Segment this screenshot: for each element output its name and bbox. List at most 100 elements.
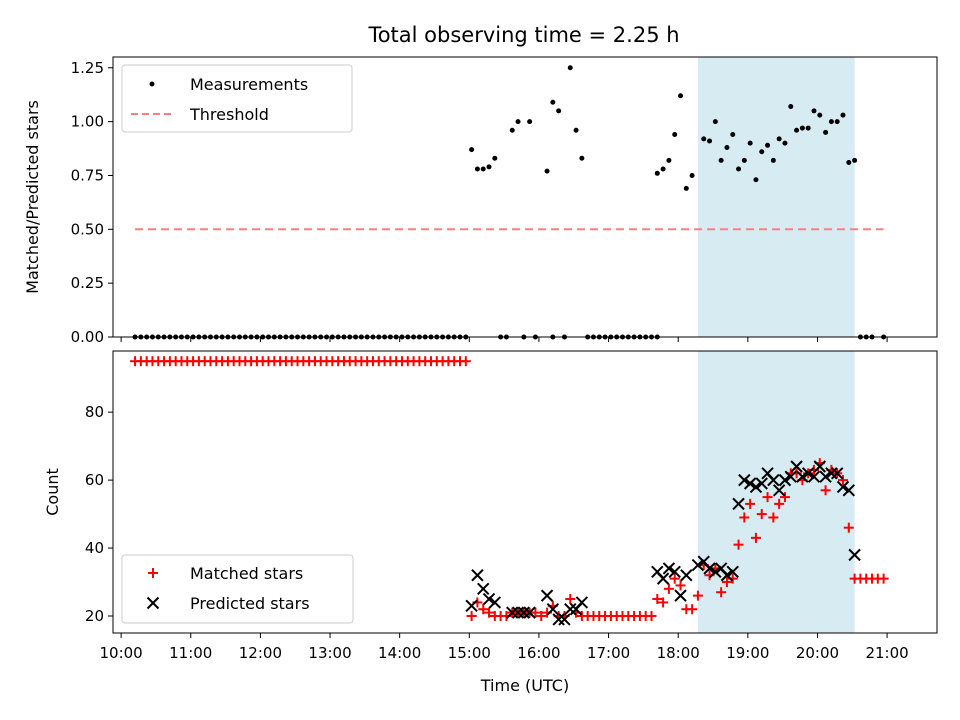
- measurement-point: [654, 170, 660, 176]
- legend-x-glyph: [146, 596, 160, 610]
- bottom-y-tick-label: 20: [85, 607, 104, 625]
- predicted-star-point: [511, 606, 525, 619]
- legend-predicted-marker: [146, 596, 160, 610]
- matched-star-point: [536, 611, 547, 622]
- measurement-point: [509, 127, 515, 133]
- measurement-point: [550, 99, 556, 105]
- predicted-star-point: [830, 467, 844, 480]
- matched-star-point: [739, 512, 750, 523]
- measurement-point: [567, 65, 573, 71]
- predicted-star-point: [517, 606, 531, 619]
- top-panel: 0.00 0.25 0.50 0.75 1.00 1.25 Matched/Predict…: [23, 56, 938, 346]
- legend-matched-label: Matched stars: [190, 564, 303, 583]
- measurement-point: [544, 168, 550, 174]
- predicted-star-point: [836, 480, 850, 494]
- predicted-star-point: [488, 596, 502, 609]
- matched-star-point: [565, 594, 576, 605]
- measurement-point: [660, 166, 666, 172]
- top-highlight-span: [697, 57, 855, 337]
- measurement-point: [759, 149, 765, 155]
- matched-star-point: [658, 597, 669, 608]
- legend-measurements-label: Measurements: [190, 75, 308, 94]
- measurement-point: [718, 157, 724, 163]
- top-y-tick-label: 1.25: [71, 59, 104, 77]
- x-tick-label: 19:00: [726, 644, 769, 662]
- x-tick-label: 17:00: [587, 644, 630, 662]
- measurement-point: [846, 160, 852, 166]
- matched-star-point: [478, 604, 489, 615]
- predicted-star-point: [668, 565, 681, 579]
- measurement-point: [770, 157, 776, 163]
- x-tick-label: 20:00: [796, 644, 839, 662]
- predicted-star-points: [465, 460, 861, 626]
- bottom-y-ticks: 20 40 60 80: [85, 403, 113, 625]
- predicted-star-point: [552, 613, 565, 626]
- measurement-point: [556, 108, 562, 114]
- matched-star-point: [669, 573, 680, 584]
- x-tick-label: 15:00: [448, 644, 491, 662]
- matched-star-point: [484, 607, 495, 618]
- matched-star-point: [675, 580, 686, 591]
- predicted-star-point: [801, 467, 815, 480]
- top-y-tick-label: 0.50: [71, 220, 104, 238]
- matched-star-point: [663, 583, 674, 594]
- matched-star-point: [716, 587, 727, 598]
- predicted-star-point: [813, 460, 826, 473]
- predicted-star-point: [819, 470, 832, 483]
- x-tick-label: 16:00: [517, 644, 560, 662]
- measurement-point: [469, 147, 475, 153]
- x-tick-label: 11:00: [169, 644, 212, 662]
- predicted-star-point: [825, 467, 838, 480]
- measurement-point: [666, 157, 672, 163]
- predicted-star-point: [477, 582, 490, 596]
- predicted-star-point: [807, 470, 821, 483]
- bottom-y-axis-label: Count: [43, 468, 62, 516]
- top-legend: Measurements Threshold: [121, 64, 353, 133]
- top-y-tick-label: 0.75: [71, 166, 104, 184]
- predicted-star-point: [656, 572, 670, 585]
- measurement-point: [823, 129, 829, 135]
- matched-star-point: [750, 532, 761, 543]
- predicted-star-point: [575, 596, 589, 609]
- predicted-star-point: [784, 470, 797, 483]
- measurement-point: [707, 138, 713, 144]
- predicted-star-point: [720, 569, 734, 582]
- measurement-point: [527, 119, 533, 125]
- predicted-star-point: [738, 473, 751, 487]
- x-tick-label: 13:00: [308, 644, 351, 662]
- x-tick-label: 21:00: [865, 644, 908, 662]
- x-tick-label: 14:00: [378, 644, 421, 662]
- predicted-star-point: [842, 484, 856, 497]
- measurement-point: [817, 112, 823, 118]
- measurement-point: [672, 132, 678, 138]
- predicted-star-point: [564, 603, 577, 616]
- predicted-star-point: [743, 477, 757, 490]
- measurement-point: [811, 108, 817, 114]
- measurement-point: [515, 119, 521, 125]
- measurement-point: [828, 119, 834, 125]
- measurement-point: [788, 104, 794, 110]
- bottom-axes-frame: [112, 350, 938, 634]
- measurement-point: [753, 177, 759, 183]
- measurement-point: [776, 136, 782, 142]
- predicted-star-point: [726, 565, 739, 579]
- bottom-y-tick-label: 40: [85, 539, 104, 557]
- bottom-y-tick-label: 80: [85, 403, 104, 421]
- measurement-point: [747, 140, 753, 146]
- matched-star-point: [530, 607, 541, 618]
- predicted-star-point: [755, 477, 768, 490]
- bottom-x-ticks: 10:00 11:00 12:00 13:00 14:00 15:00 16:00 17:00…: [100, 633, 909, 662]
- measurement-point: [852, 157, 858, 163]
- predicted-star-point: [703, 562, 716, 575]
- predicted-star-point: [523, 606, 536, 619]
- predicted-star-point: [540, 589, 554, 602]
- matched-star-point: [756, 509, 767, 520]
- measurement-point: [701, 136, 707, 142]
- measurement-point: [712, 119, 718, 125]
- matched-star-point: [652, 594, 663, 605]
- top-y-tick-label: 0.25: [71, 274, 104, 292]
- predicted-star-point: [790, 460, 803, 473]
- x-tick-label: 18:00: [657, 644, 700, 662]
- matched-star-point: [820, 485, 831, 496]
- matched-star-point: [878, 573, 889, 584]
